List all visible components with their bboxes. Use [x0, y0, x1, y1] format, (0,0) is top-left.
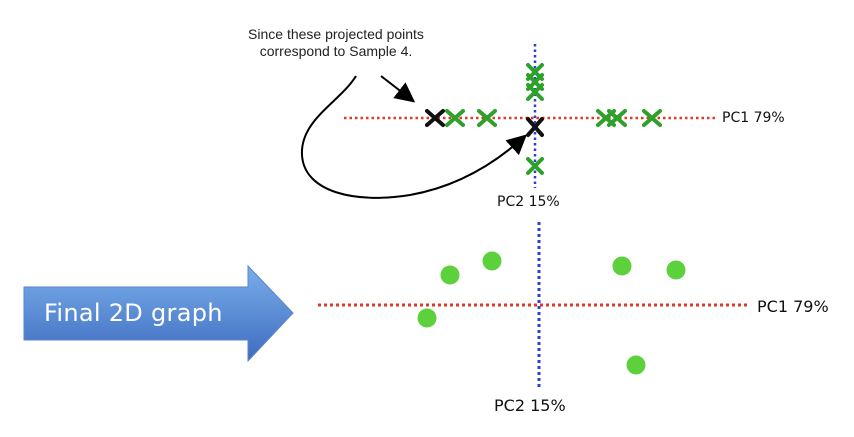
projection-marker: [607, 109, 627, 127]
annotation-arrow-to-pc1: [380, 75, 416, 103]
bottom-pc2-label: PC2 15%: [494, 396, 566, 415]
projection-marker: [526, 83, 544, 101]
final-2d-points: [417, 251, 686, 375]
projection-marker: [477, 109, 497, 127]
top-pc2-label: PC2 15%: [497, 194, 560, 210]
annotation-line-1: Since these projected points: [248, 26, 424, 42]
annotation-arrow-loop-to-pc2: [300, 75, 527, 199]
final-graph-arrow-label: Final 2D graph: [44, 299, 223, 327]
sample-point: [612, 256, 632, 276]
top-pc1-label: PC1 79%: [722, 110, 785, 126]
projection-marker: [445, 109, 465, 127]
sample4-marker: [526, 117, 544, 137]
annotation-line-2: correspond to Sample 4.: [259, 43, 413, 59]
annotation-text: Since these projected points correspond …: [196, 26, 476, 60]
sample-point: [417, 308, 437, 328]
sample-point: [626, 355, 646, 375]
sample-point: [666, 260, 686, 280]
final-graph-arrow-shape: [23, 264, 294, 363]
sample-point: [482, 251, 502, 271]
sample4-marker: [425, 109, 445, 127]
projection-marker: [642, 109, 662, 127]
sample4-markers: [425, 109, 544, 137]
sample-point: [440, 265, 460, 285]
projection-marker: [526, 157, 544, 175]
top-projection-markers: [445, 63, 662, 175]
bottom-pc1-label: PC1 79%: [757, 297, 829, 316]
